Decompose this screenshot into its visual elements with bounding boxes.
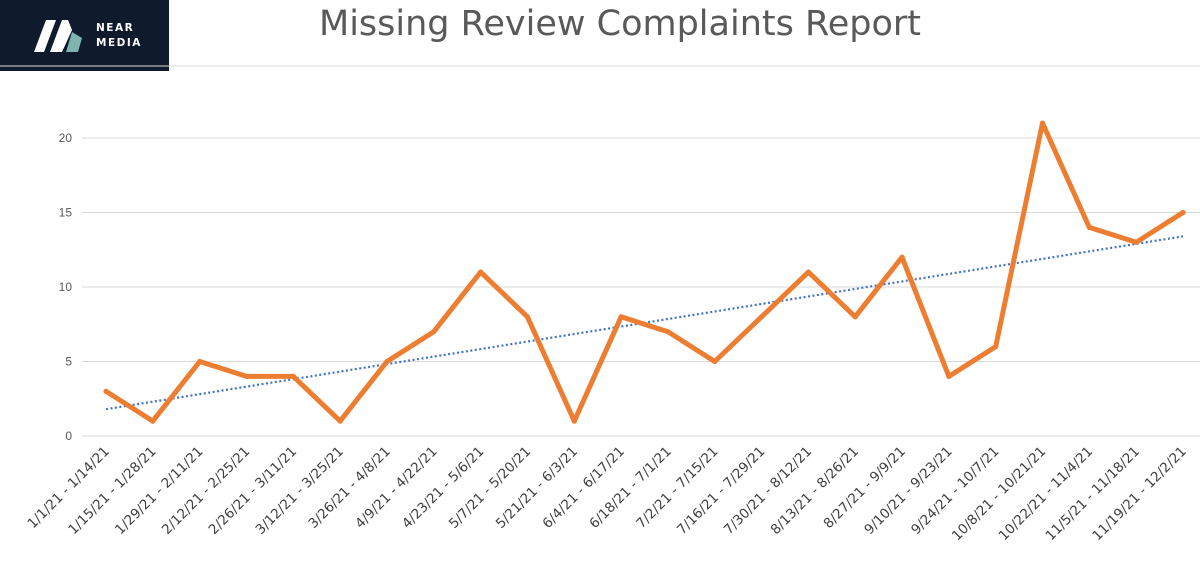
data-point — [103, 388, 109, 394]
data-point — [618, 314, 624, 320]
x-tick-label: 1/1/21 - 1/14/21 — [24, 444, 112, 532]
x-tick-label: 5/21/21 - 6/3/21 — [493, 444, 581, 532]
x-tick-label: 2/26/21 - 3/11/21 — [206, 444, 300, 538]
data-point — [1133, 239, 1139, 245]
x-tick-label: 1/29/21 - 2/11/21 — [112, 444, 206, 538]
data-point — [384, 358, 390, 365]
y-tick-label: 20 — [59, 131, 73, 145]
logo-mark-icon — [34, 20, 82, 52]
y-axis-ticks: 0 5 10 15 20 — [59, 131, 73, 443]
x-tick-label: 7/16/21 - 7/29/21 — [674, 444, 768, 538]
data-point — [993, 344, 999, 350]
y-tick-label: 5 — [65, 355, 72, 369]
data-point — [431, 329, 437, 335]
data-point — [665, 329, 671, 335]
data-point — [524, 314, 531, 320]
data-point — [712, 358, 718, 365]
x-tick-label: 5/7/21 - 5/20/21 — [446, 444, 534, 532]
x-axis-labels: 1/1/21 - 1/14/211/15/21 - 1/28/211/29/21… — [24, 444, 1189, 545]
x-tick-label: 2/12/21 - 2/25/21 — [159, 444, 253, 538]
y-tick-label: 15 — [59, 206, 73, 220]
brand-name-line2: MEDIA — [96, 37, 142, 49]
x-tick-label: 4/9/21 - 4/22/21 — [352, 444, 440, 532]
x-tick-label: 1/15/21 - 1/28/21 — [65, 444, 159, 538]
data-point — [290, 373, 296, 379]
data-point — [1180, 209, 1186, 216]
chart-title: Missing Review Complaints Report — [319, 4, 921, 44]
x-tick-label: 3/26/21 - 4/8/21 — [305, 444, 393, 532]
y-tick-label: 0 — [65, 429, 72, 443]
data-point — [571, 418, 577, 424]
y-tick-label: 10 — [59, 280, 73, 294]
x-tick-label: 9/10/21 - 9/23/21 — [861, 444, 955, 538]
data-point — [197, 358, 203, 365]
x-tick-label: 11/19/21 - 12/2/21 — [1089, 444, 1190, 545]
data-point — [758, 314, 765, 320]
data-point — [1086, 224, 1092, 230]
x-tick-label: 7/30/21 - 8/12/21 — [721, 444, 815, 538]
x-tick-label: 9/24/21 - 10/7/21 — [908, 444, 1002, 538]
data-point — [150, 418, 156, 424]
data-point — [946, 373, 952, 379]
x-tick-label: 7/2/21 - 7/15/21 — [633, 444, 721, 532]
data-point — [852, 314, 858, 320]
brand-name-line1: NEAR — [96, 22, 135, 34]
x-tick-label: 6/18/21 - 7/1/21 — [586, 444, 674, 532]
data-point — [1039, 120, 1046, 126]
data-point — [478, 269, 484, 275]
gridlines — [82, 137, 1200, 437]
x-tick-label: 8/27/21 - 9/9/21 — [821, 444, 909, 532]
series-group — [103, 120, 1186, 424]
data-point — [243, 373, 250, 379]
data-point — [899, 254, 905, 260]
data-point — [805, 269, 811, 275]
x-tick-label: 4/23/21 - 5/6/21 — [399, 444, 487, 532]
brand-logo: NEAR MEDIA — [0, 0, 169, 71]
series-line — [103, 120, 1186, 424]
x-tick-label: 8/13/21 - 8/26/21 — [768, 444, 862, 538]
x-tick-label: 3/12/21 - 3/25/21 — [253, 444, 347, 538]
data-point — [337, 418, 343, 424]
x-tick-label: 6/4/21 - 6/17/21 — [540, 444, 628, 532]
